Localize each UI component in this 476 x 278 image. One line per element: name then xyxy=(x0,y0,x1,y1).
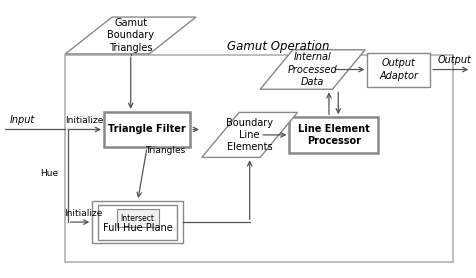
Polygon shape xyxy=(65,17,196,54)
Text: Output
Adaptor: Output Adaptor xyxy=(379,58,418,81)
Text: Intersect: Intersect xyxy=(121,214,155,222)
Text: Full Hue Plane: Full Hue Plane xyxy=(103,223,173,232)
Text: Triangles: Triangles xyxy=(146,146,186,155)
Text: Hue: Hue xyxy=(40,169,58,178)
Bar xyxy=(289,117,378,153)
Bar xyxy=(98,205,177,240)
Text: Initialize: Initialize xyxy=(66,116,104,125)
Text: Output: Output xyxy=(437,55,471,65)
Bar xyxy=(65,54,453,262)
Text: Gamut
Boundary
Triangles: Gamut Boundary Triangles xyxy=(107,18,154,53)
Polygon shape xyxy=(260,50,365,89)
Bar xyxy=(117,209,159,227)
Bar xyxy=(92,201,183,243)
Bar xyxy=(104,112,190,147)
Text: Triangle Filter: Triangle Filter xyxy=(108,125,186,135)
Text: Input: Input xyxy=(10,115,35,125)
Text: Gamut Operation: Gamut Operation xyxy=(227,40,329,53)
Text: Boundary
Line
Elements: Boundary Line Elements xyxy=(226,118,273,152)
Text: Initialize: Initialize xyxy=(64,209,103,218)
Text: Internal
Processed
Data: Internal Processed Data xyxy=(288,52,337,87)
Text: Line Element
Processor: Line Element Processor xyxy=(298,124,369,146)
Polygon shape xyxy=(202,112,298,157)
Bar xyxy=(367,53,430,86)
